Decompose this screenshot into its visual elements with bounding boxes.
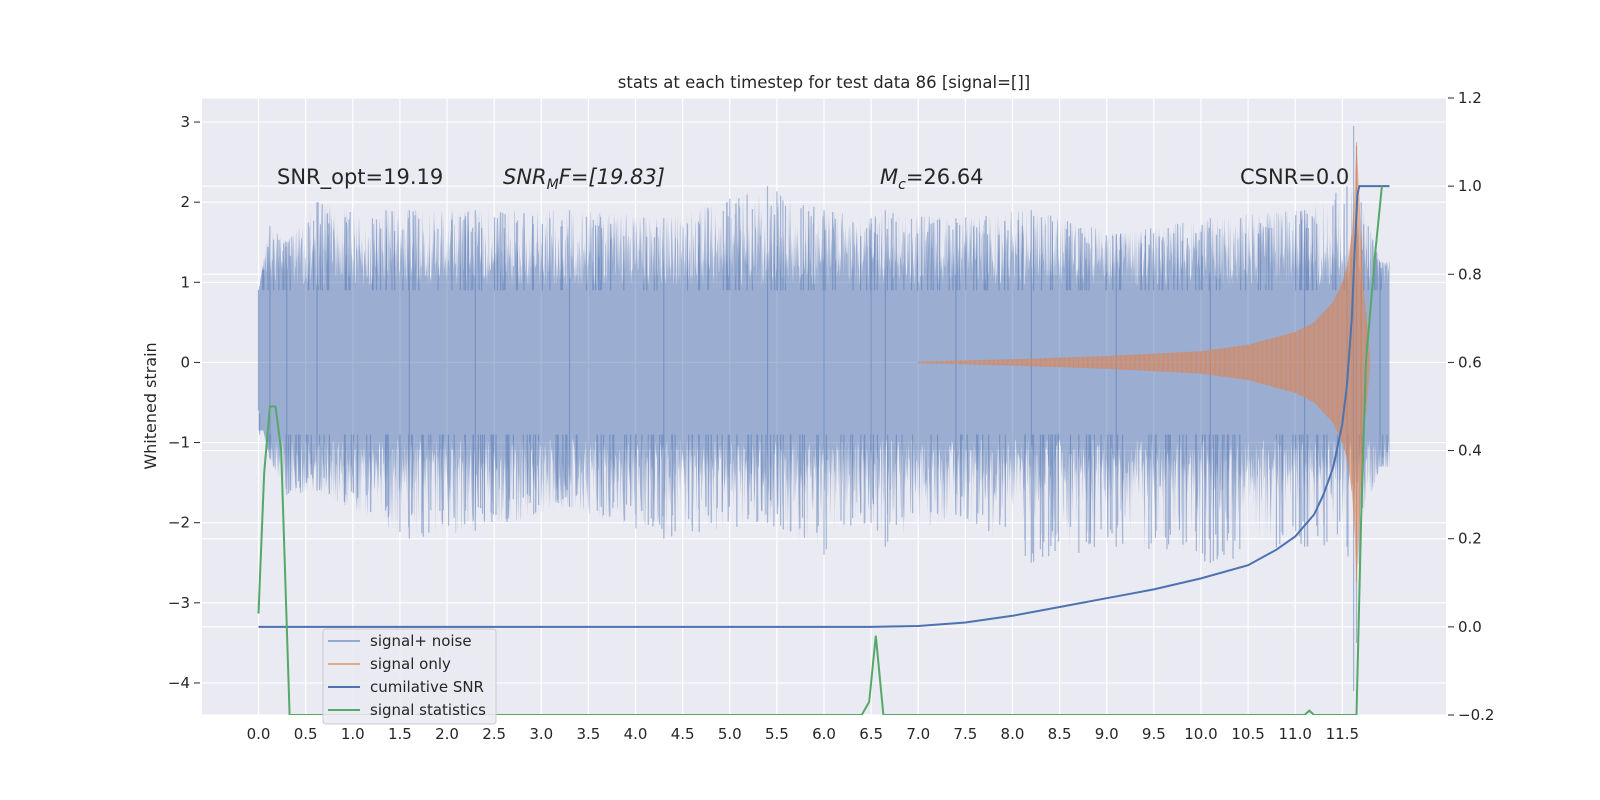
series-signal-plus-noise-spikes (257, 126, 1388, 691)
annotation-snr-mf-sub: M (547, 177, 559, 193)
x-tick-label: 2.5 (482, 725, 506, 743)
x-tick-label: 10.5 (1231, 725, 1264, 743)
chart-title: stats at each timestep for test data 86 … (618, 73, 1030, 92)
annotation-mc-rest: =26.64 (906, 165, 984, 189)
x-tick-label: 5.0 (718, 725, 742, 743)
y-right-tick-label: 0.4 (1458, 442, 1482, 460)
legend-entry-label: cumilative SNR (370, 678, 484, 696)
x-tick-label: 11.0 (1279, 725, 1312, 743)
series-cumilative-snr (258, 185, 1390, 628)
y-right-tick-label: 0.8 (1458, 265, 1482, 283)
y-left-tick-label: 1 (180, 273, 190, 291)
y-right-tick-label: 1.0 (1458, 177, 1482, 195)
y-right-axis-ticks: 1.2 1.0 0.8 0.6 0.4 0.2 0.0 −0.2 (1448, 89, 1494, 724)
x-tick-label: 3.0 (529, 725, 553, 743)
annotation-snr-mf-main: SNR (503, 165, 547, 189)
x-tick-label: 8.5 (1048, 725, 1072, 743)
y-left-tick-label: −4 (168, 674, 190, 692)
x-tick-label: 1.0 (341, 725, 365, 743)
x-tick-label: 0.5 (294, 725, 318, 743)
legend-box (322, 628, 497, 725)
legend-entry-label: signal only (370, 655, 451, 673)
y-left-tick-label: 3 (180, 113, 190, 131)
annotation-snr-mf-rest: F=[19.83] (559, 165, 665, 189)
x-tick-label: 6.0 (812, 725, 836, 743)
y-left-tick-label: 2 (180, 193, 190, 211)
annotation-snr-mf: SNRMF=[19.83] (503, 165, 665, 193)
y-right-tick-label: 1.2 (1458, 89, 1482, 107)
x-tick-label: 10.0 (1184, 725, 1217, 743)
x-tick-label: 9.0 (1095, 725, 1119, 743)
x-tick-label: 7.5 (953, 725, 977, 743)
y-left-axis-ticks: 3 2 1 0 −1 −2 −3 −4 (168, 113, 200, 692)
annotation-mc-sub: c (898, 177, 906, 193)
y-right-tick-label: −0.2 (1458, 706, 1494, 724)
annotation-snr-opt: SNR_opt=19.19 (277, 165, 443, 190)
x-tick-label: 4.0 (624, 725, 648, 743)
x-tick-label: 7.0 (906, 725, 930, 743)
x-tick-label: 0.0 (247, 725, 271, 743)
y-left-tick-label: −2 (168, 514, 190, 532)
x-tick-label: 6.5 (859, 725, 883, 743)
annotation-mc-main: M (880, 165, 898, 189)
x-tick-label: 5.5 (765, 725, 789, 743)
annotation-mc: Mc=26.64 (880, 165, 984, 193)
legend-entry-label: signal+ noise (370, 632, 472, 650)
x-axis-ticks: 0.0 0.5 1.0 1.5 2.0 2.5 3.0 3.5 4.0 4.5 5.0 5.5 6.0 6… (247, 725, 1359, 743)
y-left-tick-label: 0 (180, 353, 190, 371)
y-right-tick-label: 0.6 (1458, 353, 1482, 371)
x-tick-label: 11.5 (1326, 725, 1359, 743)
series-area (257, 126, 1390, 715)
legend: signal+ noise signal only cumilative SNR si… (322, 628, 497, 725)
x-tick-label: 2.0 (435, 725, 459, 743)
series-signal-plus-noise (258, 167, 1390, 561)
y-right-tick-label: 0.2 (1458, 530, 1482, 548)
series-signal-only-oscillation (917, 142, 1367, 583)
x-tick-label: 9.5 (1142, 725, 1166, 743)
y-axis-label: Whitened strain (141, 342, 160, 469)
legend-entry-label: signal statistics (370, 701, 486, 719)
y-left-tick-label: −1 (168, 434, 190, 452)
x-tick-label: 3.5 (576, 725, 600, 743)
x-tick-label: 8.0 (1001, 725, 1025, 743)
x-tick-label: 4.5 (671, 725, 695, 743)
series-signal-statistics (257, 186, 1383, 715)
annotation-csnr: CSNR=0.0 (1240, 165, 1349, 189)
y-left-tick-label: −3 (168, 594, 190, 612)
x-tick-label: 1.5 (388, 725, 412, 743)
y-right-tick-label: 0.0 (1458, 618, 1482, 636)
